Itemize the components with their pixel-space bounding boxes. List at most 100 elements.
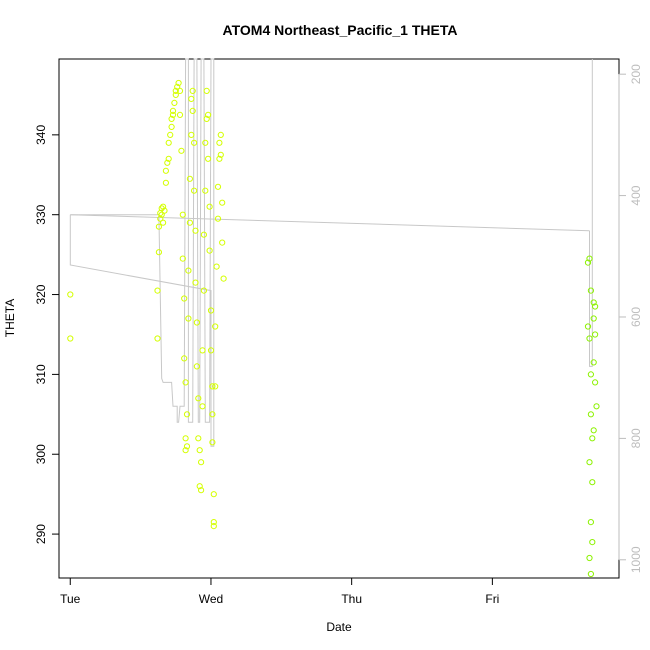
data-point <box>169 107 177 115</box>
profile-line-segment-1 <box>589 59 593 367</box>
data-point <box>206 247 213 254</box>
y-right-tick-label: 1000 <box>629 546 643 573</box>
y-right-tick-label: 400 <box>629 185 643 205</box>
data-point <box>186 219 193 226</box>
data-point <box>587 411 595 418</box>
y-tick-label: 300 <box>34 444 48 464</box>
data-point <box>176 87 184 95</box>
x-tick-label: Thu <box>341 592 362 606</box>
data-point <box>584 323 592 330</box>
x-tick-label: Wed <box>199 592 223 606</box>
data-point <box>172 87 179 95</box>
y-right-tick-label: 600 <box>629 307 643 327</box>
data-point <box>182 435 189 442</box>
data-point <box>160 203 167 210</box>
y-tick-label: 340 <box>34 125 48 145</box>
data-point <box>205 155 212 162</box>
data-point <box>219 239 226 246</box>
data-point <box>203 115 210 123</box>
data-point <box>182 447 189 454</box>
data-point <box>220 275 227 282</box>
data-point <box>193 363 200 370</box>
data-point <box>193 319 200 326</box>
data-point <box>214 215 222 222</box>
data-point <box>179 255 186 262</box>
data-point <box>209 383 216 390</box>
data-point <box>165 155 172 162</box>
data-point <box>186 175 193 182</box>
data-point <box>589 539 596 546</box>
data-point <box>202 139 209 146</box>
data-point <box>181 295 188 302</box>
data-point <box>205 111 212 119</box>
y-tick-label: 330 <box>34 204 48 224</box>
data-point <box>192 279 199 286</box>
profile-line <box>69 58 215 447</box>
data-point <box>592 303 599 310</box>
data-point <box>167 131 174 138</box>
y-right-axis: 200 400 600 800 1000 <box>618 64 643 573</box>
data-point <box>217 151 224 158</box>
data-point <box>590 427 597 434</box>
data-point <box>154 335 161 342</box>
data-point <box>67 335 74 342</box>
data-point <box>67 291 74 298</box>
data-point <box>206 203 213 210</box>
data-point <box>188 131 195 138</box>
y-right-tick-label: 200 <box>629 64 643 84</box>
x-axis-label: Date <box>326 620 352 634</box>
data-point <box>590 359 597 366</box>
data-point <box>210 519 217 526</box>
data-point <box>158 211 165 218</box>
data-point <box>207 307 215 314</box>
data-point <box>178 147 185 154</box>
data-point <box>203 87 210 95</box>
data-point <box>155 249 162 256</box>
data-point <box>165 139 172 146</box>
x-axis: Tue Wed Thu Fri <box>60 577 499 606</box>
data-point <box>210 523 217 530</box>
data-point <box>210 491 217 498</box>
data-point <box>155 223 162 230</box>
data-point <box>592 379 599 386</box>
data-points-layer <box>67 79 600 578</box>
data-point <box>161 207 168 214</box>
data-point <box>176 111 184 119</box>
data-point <box>214 183 222 190</box>
data-point <box>189 107 196 115</box>
data-point <box>586 554 593 562</box>
data-point <box>191 187 198 194</box>
data-point <box>192 227 199 234</box>
data-point <box>162 179 169 186</box>
data-point <box>212 323 219 330</box>
data-point <box>169 111 177 119</box>
y-axis-label: THETA <box>3 299 17 337</box>
y-axis: 290 300 310 320 330 340 <box>34 125 60 544</box>
data-point <box>209 411 216 418</box>
data-point <box>587 371 595 378</box>
data-point <box>196 483 203 490</box>
data-point <box>587 287 595 294</box>
y-tick-label: 310 <box>34 364 48 384</box>
data-point <box>589 479 596 486</box>
data-point <box>195 435 202 442</box>
data-point <box>183 411 191 418</box>
data-point <box>182 379 189 386</box>
data-point <box>172 91 179 99</box>
data-point <box>586 335 593 342</box>
data-point <box>209 439 216 446</box>
data-point <box>189 87 196 95</box>
y-right-tick-label: 800 <box>629 428 643 448</box>
data-point <box>188 95 195 103</box>
y-tick-label: 290 <box>34 524 48 544</box>
data-point <box>196 447 203 454</box>
data-point <box>202 187 209 194</box>
data-point <box>207 347 215 354</box>
data-point <box>199 347 206 354</box>
data-point <box>164 159 171 166</box>
data-point <box>168 115 175 123</box>
data-point <box>175 79 182 87</box>
y-tick-label: 320 <box>34 284 48 304</box>
data-point <box>198 487 205 494</box>
